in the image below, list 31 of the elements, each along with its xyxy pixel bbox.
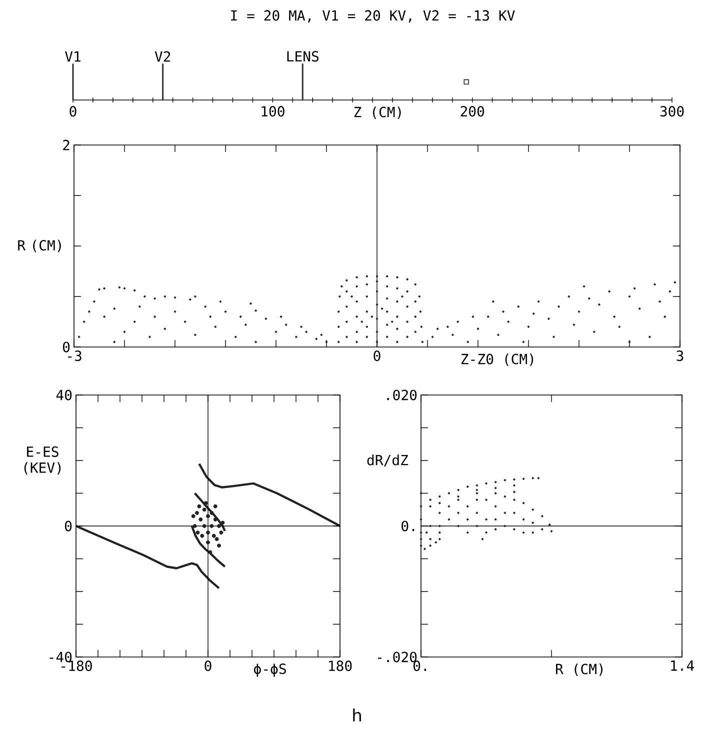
x-axis-title: Z-Z0 (CM) (461, 354, 534, 366)
y-tick-label: -.020 (378, 652, 417, 662)
y-tick-label: 40 (56, 390, 72, 400)
annotation: LENS (287, 51, 318, 62)
x-tick-label: 100 (262, 106, 284, 117)
x-axis-title: ϕ-ϕS (254, 664, 286, 677)
x-tick-label: 200 (460, 106, 484, 117)
y-tick-label: 2 (63, 140, 70, 150)
x-tick-label: 1.4 (671, 660, 694, 671)
x-tick-label: 0 (374, 350, 380, 362)
y-tick-label: 0 (62, 342, 70, 352)
annotation: V1 (64, 51, 80, 62)
text: h (353, 708, 361, 722)
x-axis-title: R (CM) (556, 664, 603, 676)
y-axis-title: E-ES (KEV) (24, 446, 61, 475)
x-tick-label: 0. (414, 660, 426, 672)
y-tick-label: 0 (64, 520, 72, 532)
y-axis-title: R (CM) (18, 240, 61, 252)
x-tick-label: 300 (660, 106, 684, 117)
x-tick-label: -180 (62, 660, 92, 672)
y-tick-label: .020 (387, 390, 417, 400)
x-axis-title: Z (CM) (354, 106, 401, 119)
y-tick-label: 0. (402, 520, 414, 532)
x-tick-label: -3 (68, 350, 82, 362)
x-tick-label: 3 (676, 350, 684, 362)
annotation: V2 (154, 51, 170, 62)
x-tick-label: 180 (329, 660, 352, 672)
y-tick-label: -40 (50, 652, 72, 662)
chart-title: I = 20 MA, V1 = 20 KV, V2 = -13 KV (231, 10, 515, 22)
y-axis-title: dR/dZ (367, 454, 408, 466)
x-tick-label: 0 (204, 660, 212, 672)
